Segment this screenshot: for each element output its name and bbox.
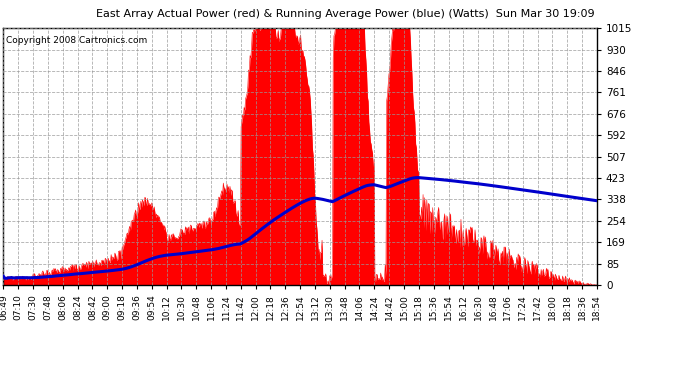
Text: East Array Actual Power (red) & Running Average Power (blue) (Watts)  Sun Mar 30: East Array Actual Power (red) & Running … — [96, 9, 594, 20]
Text: Copyright 2008 Cartronics.com: Copyright 2008 Cartronics.com — [6, 36, 148, 45]
